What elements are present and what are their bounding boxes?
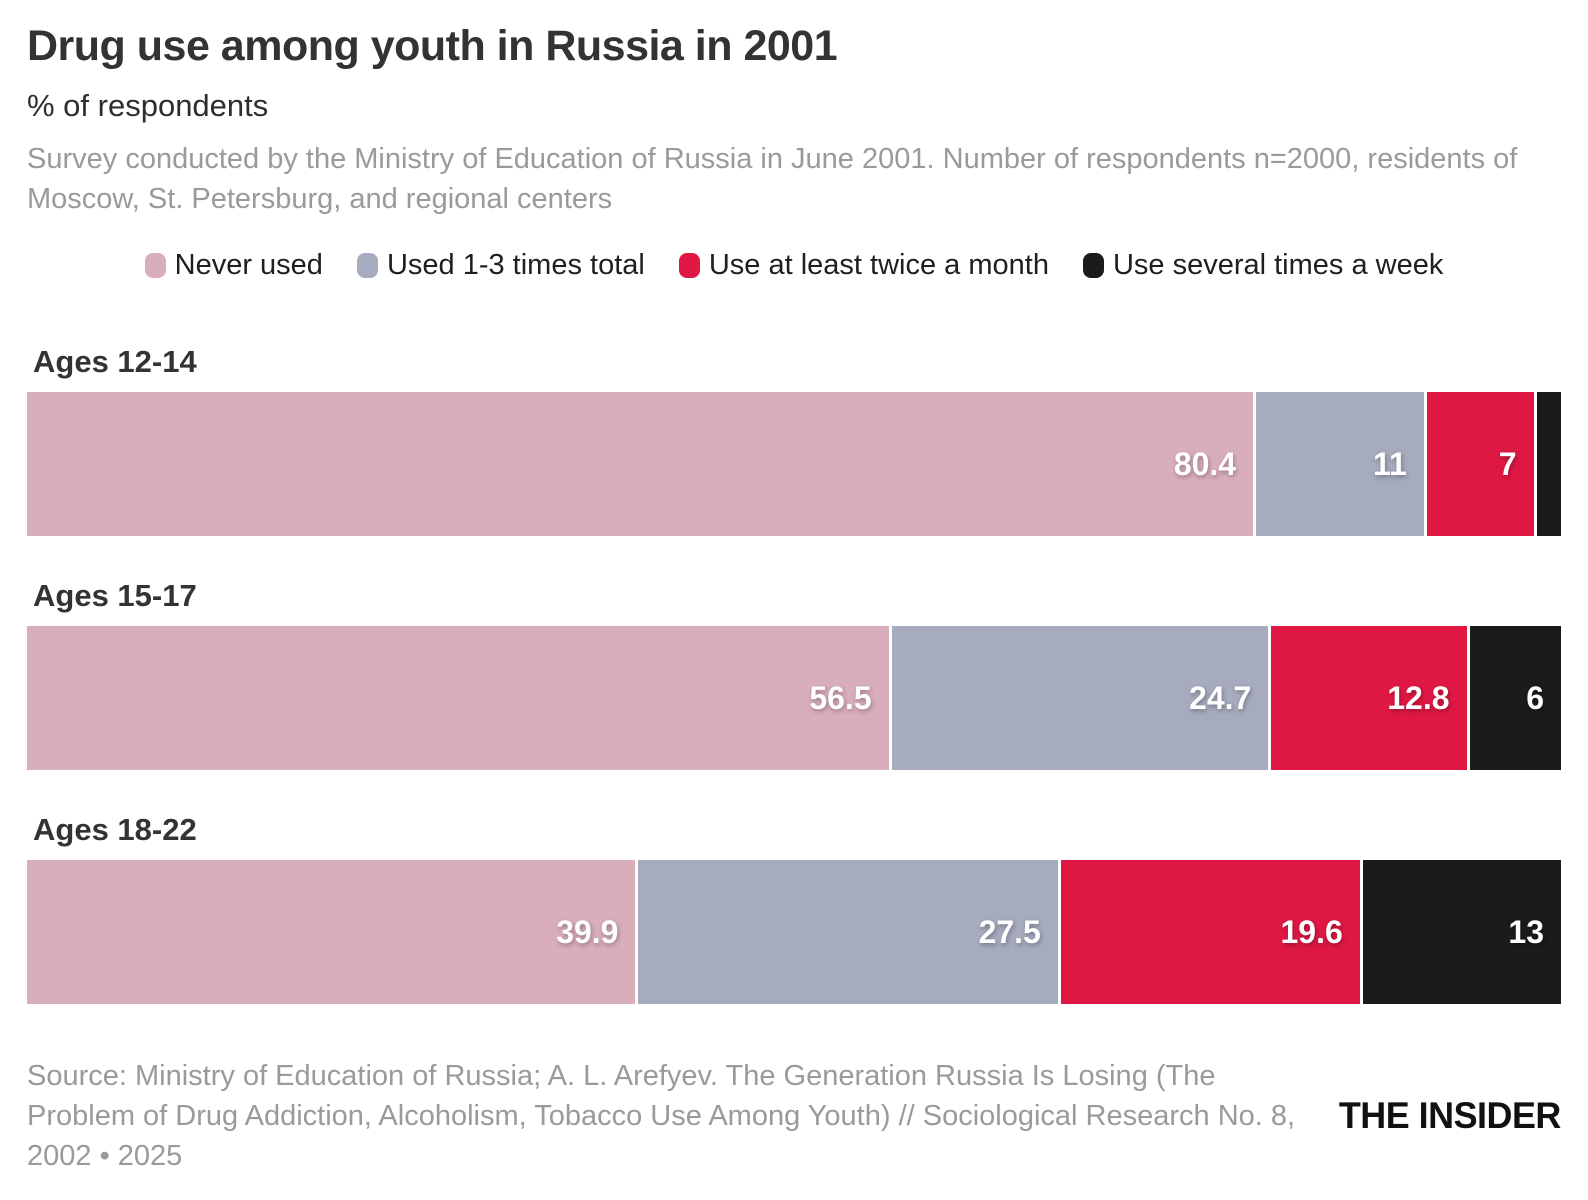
bar-value-label: 12.8 xyxy=(1387,679,1450,716)
bar-value-label: 80.4 xyxy=(1173,445,1237,482)
legend-marker xyxy=(356,253,378,279)
bar-value-label: 24.7 xyxy=(1189,679,1252,716)
bar-segment: 24.7 xyxy=(891,626,1269,771)
stacked-bar: 56.5 24.7 12.8 6 xyxy=(27,626,1561,771)
bar-segment: 56.5 xyxy=(27,626,889,771)
bar-segment: 11 xyxy=(1256,392,1424,537)
brand-logo: THE INSIDER xyxy=(1339,1095,1561,1137)
legend-label: Use at least twice a month xyxy=(708,249,1049,282)
legend-marker xyxy=(678,253,700,279)
stacked-bar: 80.4 11 7 xyxy=(27,392,1561,537)
bar-segment xyxy=(1536,392,1561,537)
legend-item: Use several times a week xyxy=(1082,249,1444,282)
chart-row: Ages 12-14 80.4 11 7 xyxy=(27,344,1561,537)
legend: Never used Used 1-3 times total Use at lea… xyxy=(27,249,1561,282)
row-label: Ages 12-14 xyxy=(33,344,197,380)
legend-item: Never used xyxy=(144,249,323,282)
row-label: Ages 18-22 xyxy=(33,812,197,848)
bar-segment: 7 xyxy=(1426,392,1534,537)
chart-title: Drug use among youth in Russia in 2001 xyxy=(27,22,838,70)
legend-marker xyxy=(1082,253,1104,279)
legend-item: Used 1-3 times total xyxy=(356,249,645,282)
bar-value-label: 11 xyxy=(1373,445,1407,482)
bar-segment: 6 xyxy=(1469,626,1561,771)
bar-value-label: 56.5 xyxy=(809,679,872,716)
bar-segment: 12.8 xyxy=(1271,626,1467,771)
chart: Ages 12-14 80.4 11 7 Ages 15-17 56.5 24.7 12.8 6… xyxy=(27,344,1561,1005)
bar-segment: 80.4 xyxy=(27,392,1254,537)
bar-value-label: 27.5 xyxy=(978,913,1041,950)
source-note: Source: Ministry of Education of Russia;… xyxy=(27,1060,1296,1173)
chart-row: Ages 18-22 39.9 27.5 19.6 13 xyxy=(27,812,1561,1005)
legend-label: Use several times a week xyxy=(1112,249,1444,282)
bar-segment: 13 xyxy=(1362,860,1561,1005)
legend-item: Use at least twice a month xyxy=(678,249,1049,282)
bar-value-label: 7 xyxy=(1498,445,1517,482)
bar-value-label: 19.6 xyxy=(1280,913,1343,950)
chart-description: Survey conducted by the Ministry of Educ… xyxy=(27,143,1518,215)
chart-subtitle: % of respondents xyxy=(27,88,269,124)
chart-row: Ages 15-17 56.5 24.7 12.8 6 xyxy=(27,578,1561,771)
bar-segment: 39.9 xyxy=(27,860,636,1005)
legend-marker xyxy=(144,253,166,279)
row-label: Ages 15-17 xyxy=(33,578,197,614)
bar-value-label: 13 xyxy=(1508,913,1544,950)
legend-label: Used 1-3 times total xyxy=(386,249,645,282)
bar-value-label: 6 xyxy=(1526,679,1544,716)
legend-label: Never used xyxy=(174,249,323,282)
footer: Source: Ministry of Education of Russia;… xyxy=(27,1056,1561,1176)
bar-value-label: 39.9 xyxy=(556,913,619,950)
bar-segment: 19.6 xyxy=(1060,860,1360,1005)
bar-segment: 27.5 xyxy=(638,860,1058,1005)
stacked-bar: 39.9 27.5 19.6 13 xyxy=(27,860,1561,1005)
